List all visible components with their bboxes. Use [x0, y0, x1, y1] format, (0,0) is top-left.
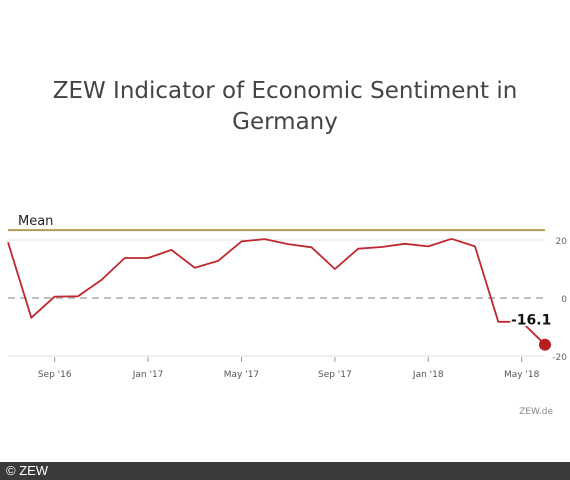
copyright-bar: © ZEW — [0, 462, 570, 480]
x-tick-label: Jan '18 — [412, 370, 444, 380]
x-tick-label: May '17 — [224, 370, 259, 380]
source-label: ZEW.de — [519, 407, 553, 417]
last-point — [539, 338, 551, 351]
chart-title: ZEW Indicator of Economic Sentiment in G… — [52, 78, 518, 135]
y-tick-label: -20 — [552, 353, 567, 363]
series-line — [7, 237, 546, 346]
x-tick-label: Sep '17 — [318, 370, 352, 380]
x-tick-label: Sep '16 — [38, 370, 72, 380]
last-value-label: -16.1 — [511, 313, 551, 329]
x-tick-label: Jan '17 — [132, 370, 164, 380]
mean-label: Mean — [18, 214, 53, 229]
y-tick-label: 20 — [556, 237, 568, 247]
y-tick-label: 0 — [561, 295, 567, 305]
copyright-text: © ZEW — [6, 463, 49, 478]
x-tick-label: May '18 — [504, 370, 540, 380]
